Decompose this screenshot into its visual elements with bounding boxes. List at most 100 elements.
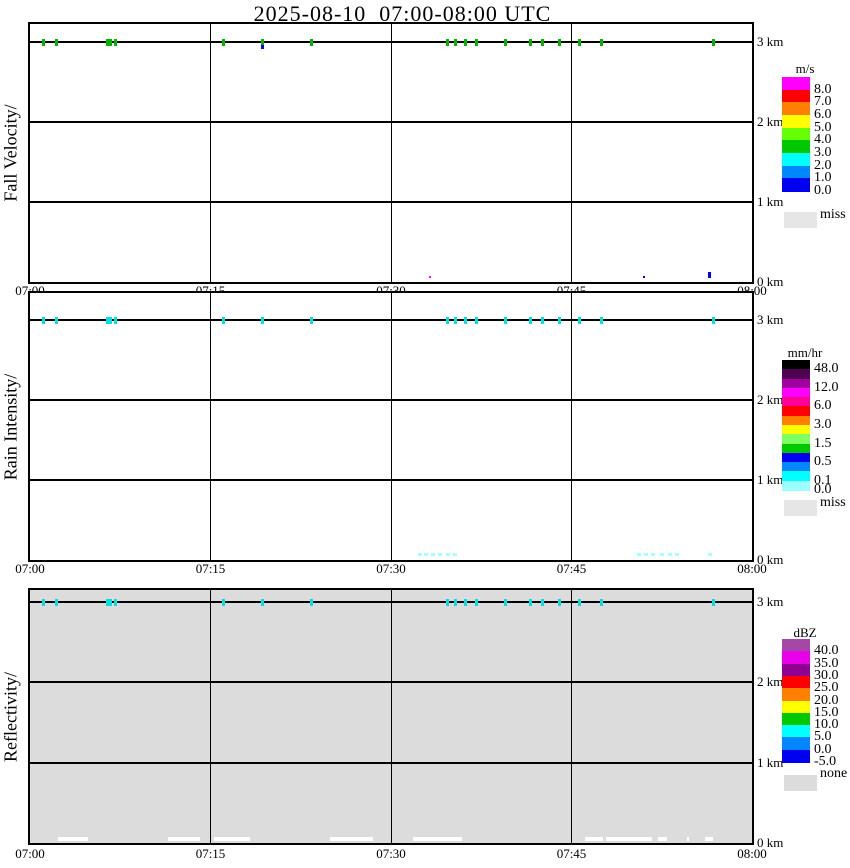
y-km-label: 0 km	[757, 834, 784, 850]
time-gridline	[210, 24, 211, 282]
echo-mark	[503, 599, 507, 606]
echo-mark	[454, 39, 458, 46]
echo-mark	[578, 599, 582, 606]
x-tick-label: 08:00	[737, 561, 767, 576]
echo-mark	[474, 317, 478, 324]
colorbar-nodata-swatch	[784, 500, 817, 516]
colorbar-segment	[782, 462, 810, 473]
echo-mark	[541, 39, 545, 46]
echo-mark	[711, 39, 715, 46]
surface-mark	[438, 553, 443, 556]
y-km-label: 3 km	[757, 594, 784, 609]
echo-mark	[529, 317, 533, 324]
colorbar-segment	[782, 378, 810, 389]
colorbar-segment	[782, 725, 810, 738]
echo-mark	[113, 599, 117, 606]
echo-mark	[454, 599, 458, 606]
colorbar-tick-label: 2.0	[814, 157, 832, 173]
colorbar-segment	[782, 675, 810, 689]
time-gridline	[571, 24, 572, 282]
echo-mark	[711, 599, 715, 606]
x-tick-label: 07:15	[195, 846, 226, 861]
y-km-label: 0 km	[757, 552, 784, 567]
echo-mark	[113, 317, 117, 324]
echo-mark	[105, 317, 109, 324]
colorbar-tick-label: 15.0	[814, 704, 839, 720]
echo-mark	[503, 39, 507, 46]
colorbar-tick-label: 40.0	[814, 643, 839, 659]
colorbar-segment	[782, 471, 810, 482]
echo-mark	[222, 39, 226, 46]
colorbar-unit-label: mm/hr	[787, 345, 823, 360]
no-echo-patch	[606, 837, 653, 841]
colorbar-segment	[782, 688, 810, 702]
colorbar-segment	[782, 663, 810, 677]
colorbar-tick-label: 0.0	[814, 741, 832, 757]
echo-mark	[557, 39, 561, 46]
colorbar-segment	[782, 415, 810, 426]
colorbar-segment	[782, 700, 810, 714]
colorbar-tick-label: 1.0	[814, 170, 832, 186]
colorbar-nodata-swatch	[784, 775, 817, 791]
colorbar-segment	[782, 102, 810, 116]
colorbar-tick-label: 6.0	[814, 107, 832, 122]
surface-mark	[651, 553, 656, 556]
colorbar-tick-label: 25.0	[814, 680, 839, 696]
colorbar-segment	[782, 639, 810, 652]
echo-mark	[529, 39, 533, 46]
colorbar-segment	[782, 406, 810, 417]
colorbar-segment	[782, 153, 810, 167]
panel-ylabel: Reflectivity/	[0, 671, 21, 762]
colorbar-tick-label: 7.0	[814, 94, 832, 110]
colorbar-tick-label: -5.0	[814, 754, 837, 769]
y-km-label: 3 km	[757, 34, 784, 49]
no-echo-patch	[705, 837, 714, 841]
colorbar-segment	[782, 452, 810, 463]
echo-mark	[109, 599, 113, 606]
colorbar-tick-label: 30.0	[814, 667, 839, 683]
no-echo-patch	[329, 837, 373, 841]
colorbar-segment	[782, 140, 810, 154]
colorbar-tick-label: 0.0	[814, 183, 832, 199]
time-gridline	[210, 590, 211, 843]
echo-mark	[711, 317, 715, 324]
colorbar-segment	[782, 115, 810, 129]
colorbar-tick-label: 3.0	[814, 145, 832, 161]
echo-mark	[600, 317, 604, 324]
surface-mark	[659, 553, 664, 556]
colorbar-segment	[782, 127, 810, 141]
colorbar-tick-label: 4.0	[814, 132, 832, 148]
y-km-label: 2 km	[757, 392, 784, 407]
colorbar-segment	[782, 443, 810, 454]
echo-submark	[260, 45, 264, 49]
no-echo-patch	[214, 837, 251, 841]
surface-mark	[668, 553, 673, 556]
x-tick-label: 07:00	[15, 846, 45, 861]
surface-mark	[428, 276, 431, 278]
echo-mark	[446, 317, 450, 324]
echo-mark	[600, 599, 604, 606]
y-km-label: 0 km	[757, 274, 784, 289]
colorbar-tick-label: 8.0	[814, 81, 832, 97]
surface-mark	[636, 553, 641, 556]
surface-mark	[452, 553, 457, 556]
time-gridline	[571, 293, 572, 560]
x-tick-label: 07:45	[556, 846, 587, 861]
echo-mark	[222, 317, 226, 324]
colorbar-tick-label: 10.0	[814, 717, 839, 733]
echo-mark	[464, 317, 468, 324]
x-tick-label: 07:45	[556, 561, 587, 576]
echo-mark	[41, 39, 45, 46]
colorbar-tick-label: 0.5	[814, 454, 832, 470]
colorbar-tick-label: 20.0	[814, 692, 839, 708]
colorbar-tick-label: 0.0	[814, 482, 832, 498]
echo-mark	[557, 317, 561, 324]
no-echo-patch	[412, 837, 462, 841]
y-km-label: 1 km	[757, 194, 784, 209]
echo-mark	[41, 599, 45, 606]
x-tick-label: 07:30	[376, 561, 406, 576]
echo-mark	[54, 599, 58, 606]
echo-mark	[474, 599, 478, 606]
echo-mark	[113, 39, 117, 46]
x-tick-label: 07:15	[195, 561, 226, 576]
